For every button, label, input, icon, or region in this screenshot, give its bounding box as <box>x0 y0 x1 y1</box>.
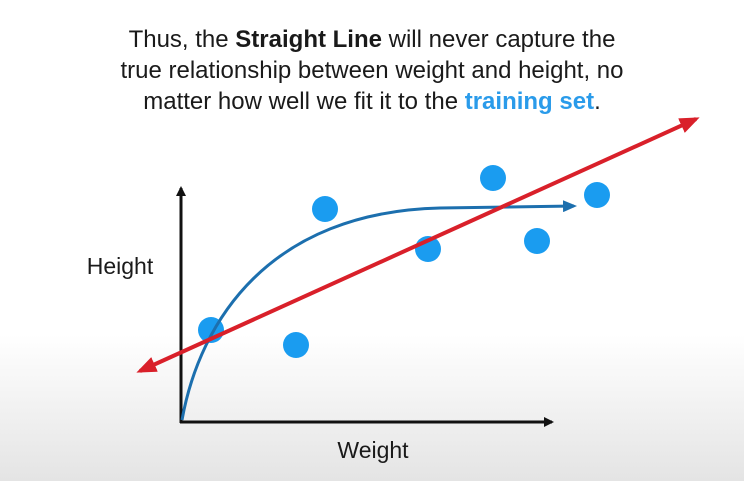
curve <box>180 200 577 421</box>
y-axis-label: Height <box>87 253 154 279</box>
straight-line <box>136 117 700 373</box>
points <box>198 165 610 358</box>
caption-text: matter how well we fit it to the <box>143 88 465 115</box>
caption-text: will never capture the <box>381 26 616 53</box>
point <box>312 196 338 222</box>
point <box>584 182 610 208</box>
x-axis-label: Weight <box>337 437 409 463</box>
caption-highlight: training set <box>464 88 595 115</box>
point <box>283 332 309 358</box>
caption-line: true relationship between weight and hei… <box>0 55 744 86</box>
point <box>480 165 506 191</box>
caption-text: Thus, the <box>128 26 236 53</box>
caption-line: matter how well we fit it to the trainin… <box>0 86 744 117</box>
caption-text: . <box>594 88 601 115</box>
caption: Thus, the Straight Line will never captu… <box>0 24 744 117</box>
caption-bold: Straight Line <box>235 26 382 53</box>
caption-text: true relationship between weight and hei… <box>120 57 624 84</box>
caption-line: Thus, the Straight Line will never captu… <box>0 24 744 55</box>
point <box>524 228 550 254</box>
